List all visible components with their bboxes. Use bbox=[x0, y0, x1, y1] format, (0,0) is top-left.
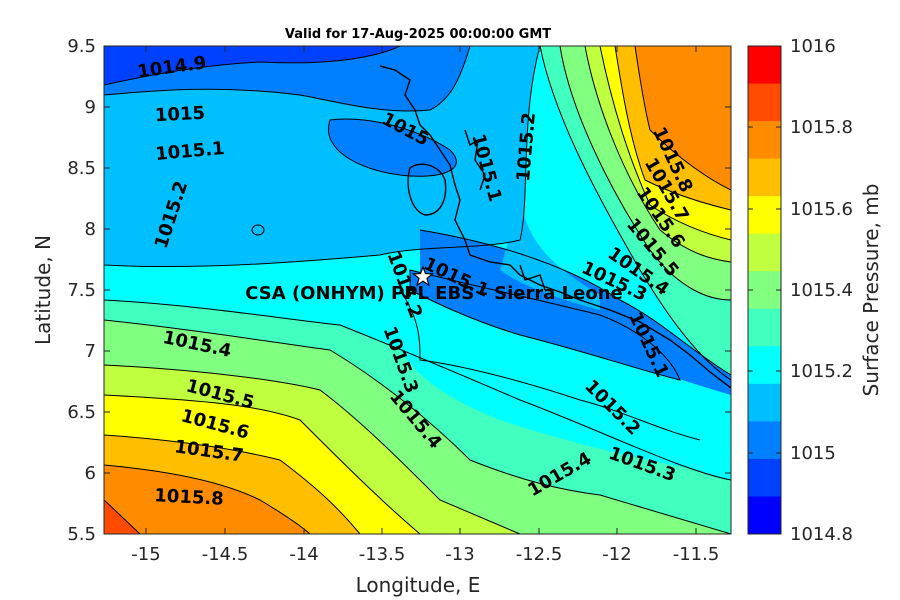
colorbar-segment bbox=[748, 421, 781, 460]
contour-line bbox=[614, 46, 731, 211]
colorbar-segment bbox=[748, 83, 781, 122]
y-tick-label: 6 bbox=[85, 463, 96, 484]
low-band-inner bbox=[410, 270, 680, 380]
y-tick-label: 8.5 bbox=[67, 158, 96, 179]
contour-label: 1015.8 bbox=[154, 485, 224, 510]
contour-line bbox=[104, 46, 401, 86]
band-1015-2-south bbox=[400, 290, 700, 470]
contour-line bbox=[409, 269, 681, 381]
contour-line bbox=[104, 499, 141, 534]
contour-line bbox=[327, 118, 457, 177]
y-tick-label: 9.5 bbox=[67, 36, 96, 57]
x-tick-label: -12 bbox=[602, 544, 631, 565]
site-marker: CSA (ONHYM) PPL EBS - Sierra Leone bbox=[245, 265, 623, 304]
colorbar-tick-label: 1015.8 bbox=[790, 117, 853, 138]
y-axis-ticks: 9.5 9 8.5 8 7.5 7 6.5 6 5.5 bbox=[67, 36, 731, 545]
colorbar-tick-label: 1015.4 bbox=[790, 280, 853, 301]
contour-label: 1015 bbox=[154, 103, 205, 127]
y-tick-label: 7 bbox=[85, 341, 96, 362]
coastline-path bbox=[379, 65, 731, 389]
colorbar bbox=[748, 46, 781, 535]
x-tick-label: -14.5 bbox=[202, 544, 249, 565]
contour-line bbox=[104, 46, 541, 268]
band-ne-1015-8 bbox=[635, 46, 731, 190]
x-tick-label: -15 bbox=[131, 544, 160, 565]
colorbar-segment bbox=[748, 383, 781, 422]
colorbar-tick-label: 1015.2 bbox=[790, 361, 853, 382]
colorbar-tick-label: 1014.8 bbox=[790, 524, 853, 545]
colorbar-segment bbox=[748, 346, 781, 385]
low-patch-north bbox=[328, 119, 457, 177]
contour-line bbox=[104, 299, 731, 481]
colorbar-label: Surface Pressure, mb bbox=[859, 184, 883, 397]
contour-line bbox=[104, 46, 471, 112]
colorbar-segment bbox=[748, 271, 781, 310]
colorbar-segment bbox=[748, 496, 781, 535]
band-1015-1-east bbox=[500, 200, 600, 310]
contour-line bbox=[104, 394, 421, 534]
colorbar-tick-label: 1015 bbox=[790, 443, 836, 464]
colorbar-ticks: 1016 1015.8 1015.6 1015.4 1015.2 1015 1014.8 bbox=[748, 36, 853, 545]
contour-line bbox=[251, 224, 265, 236]
site-label: CSA (ONHYM) PPL EBS - Sierra Leone bbox=[245, 283, 622, 304]
coastline bbox=[379, 65, 731, 389]
contour-line bbox=[599, 46, 731, 241]
colorbar-tick-label: 1015.6 bbox=[790, 199, 853, 220]
star-icon bbox=[411, 265, 435, 287]
contour-line bbox=[399, 289, 701, 441]
estuary-outline bbox=[464, 129, 486, 191]
x-tick-label: -14 bbox=[289, 544, 318, 565]
pressure-field bbox=[104, 46, 731, 534]
y-tick-label: 7.5 bbox=[67, 280, 96, 301]
band-1014-9 bbox=[104, 46, 400, 85]
contour-line bbox=[104, 364, 521, 534]
contour-line bbox=[584, 46, 731, 263]
contour-lines bbox=[104, 46, 731, 534]
y-tick-label: 8 bbox=[85, 219, 96, 240]
colorbar-segment bbox=[748, 308, 781, 347]
colorbar-segment bbox=[748, 458, 781, 497]
map-title: Valid for 17-Aug-2025 00:00:00 GMT bbox=[285, 27, 551, 42]
x-axis-ticks: -15 -14.5 -14 -13.5 -13 -12.5 -12 -11.5 bbox=[131, 46, 719, 565]
contour-line bbox=[634, 46, 731, 191]
island-outline bbox=[407, 163, 447, 216]
x-tick-label: -13 bbox=[445, 544, 474, 565]
estuary-outline bbox=[519, 264, 546, 291]
x-tick-label: -13.5 bbox=[359, 544, 406, 565]
colorbar-segment bbox=[748, 121, 781, 160]
x-axis-label: Longitude, E bbox=[356, 573, 481, 597]
colorbar-tick-label: 1016 bbox=[790, 36, 836, 57]
contour-line bbox=[419, 229, 731, 376]
contour-line bbox=[104, 434, 361, 534]
colorbar-segment bbox=[748, 196, 781, 235]
x-tick-label: -11.5 bbox=[673, 544, 720, 565]
y-tick-label: 6.5 bbox=[67, 402, 96, 423]
colorbar-segment bbox=[748, 46, 781, 85]
contour-line bbox=[104, 319, 731, 534]
y-tick-label: 5.5 bbox=[67, 524, 96, 545]
band-1015-8 bbox=[104, 465, 310, 534]
contour-line bbox=[539, 46, 731, 381]
colorbar-segment bbox=[748, 158, 781, 197]
colorbar-segment bbox=[748, 233, 781, 272]
y-axis-label: Latitude, N bbox=[31, 235, 55, 345]
x-tick-label: -12.5 bbox=[516, 544, 563, 565]
contour-line bbox=[559, 46, 731, 301]
contour-line bbox=[104, 464, 311, 534]
y-tick-label: 9 bbox=[85, 97, 96, 118]
